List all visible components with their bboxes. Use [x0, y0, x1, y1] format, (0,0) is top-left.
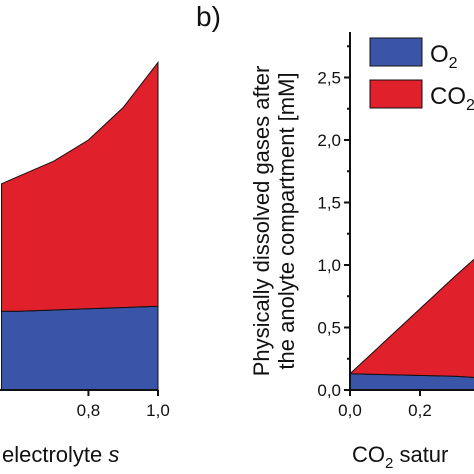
- panel-label-b: b): [196, 1, 221, 32]
- left-area-co2: [1, 61, 159, 312]
- right-x-ticks: 0,0 0,2: [338, 390, 432, 420]
- right-x-tick-label: 0,2: [408, 401, 432, 420]
- right-chart: [348, 32, 474, 391]
- right-y-tick-label: 2,0: [317, 131, 341, 150]
- left-x-tick-label: 1,0: [146, 401, 170, 420]
- right-area-co2: [348, 258, 474, 378]
- left-x-tick-label: 0,8: [77, 401, 101, 420]
- left-x-ticks: 0,8 1,0: [77, 390, 170, 420]
- legend: O2 CO2: [369, 37, 474, 114]
- right-y-tick-label: 1,0: [317, 256, 341, 275]
- right-y-axis-title-line2: the anolyte compartment [mM]: [274, 72, 299, 369]
- legend-label-co2: CO2: [430, 83, 474, 114]
- right-y-tick-label: 0,5: [317, 319, 341, 338]
- right-x-tick-label: 0,0: [338, 401, 362, 420]
- legend-swatch-o2: [369, 37, 423, 67]
- legend-label-o2: O2: [430, 41, 458, 72]
- right-x-axis-title: CO2 satur: [352, 442, 448, 472]
- right-y-ticks: 0,0 0,5 1,0 1,5 2,0 2,5: [317, 45, 350, 400]
- left-chart: [0, 61, 159, 391]
- right-y-tick-label: 0,0: [317, 381, 341, 400]
- right-y-axis-title-line1: Physically dissolved gases after: [249, 66, 274, 377]
- right-y-tick-label: 2,5: [317, 69, 341, 88]
- right-y-tick-label: 1,5: [317, 194, 341, 213]
- legend-swatch-co2: [369, 79, 423, 109]
- left-x-axis-title: electrolyte s: [2, 442, 119, 467]
- left-area-o2: [1, 305, 159, 391]
